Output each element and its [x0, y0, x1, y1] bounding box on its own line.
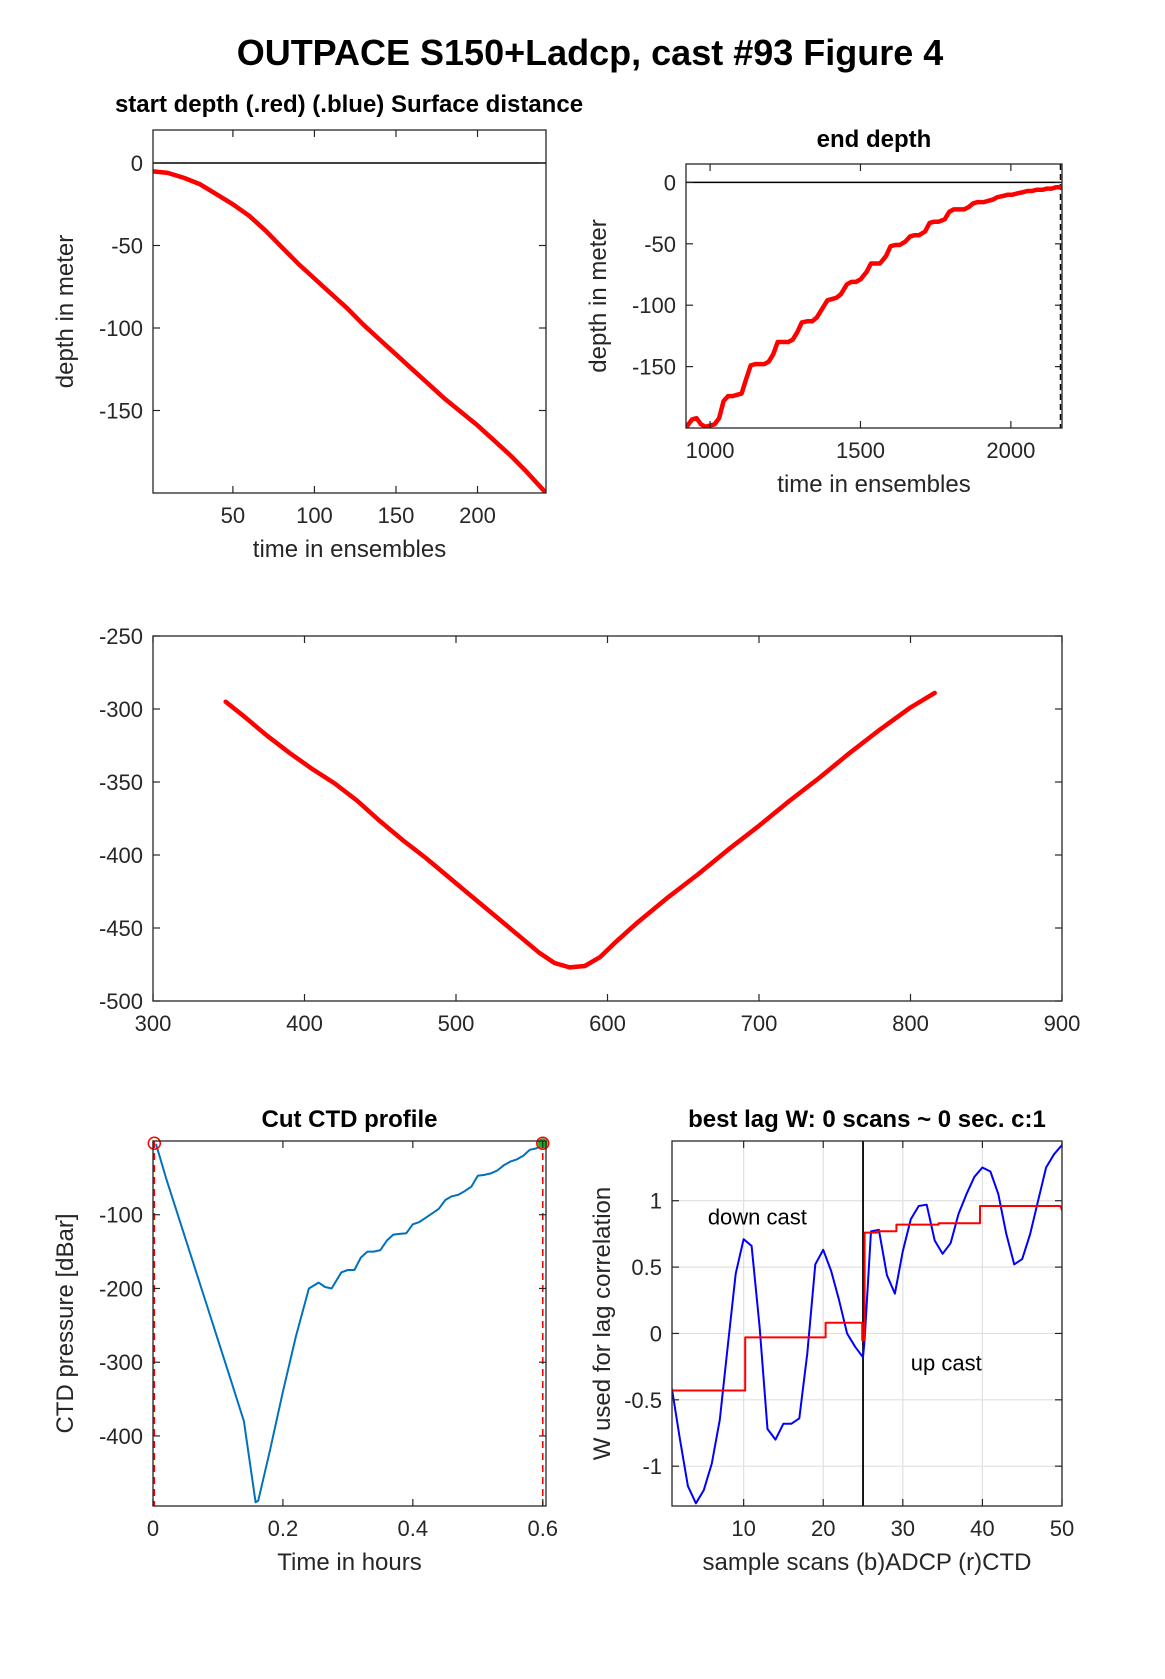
- y-tick-label: -400: [99, 1424, 143, 1449]
- x-tick-label: 700: [741, 1011, 778, 1036]
- x-tick-label: 400: [286, 1011, 323, 1036]
- y-tick-label: -200: [99, 1276, 143, 1301]
- plot-background: [153, 636, 1062, 1001]
- series-line-0: [223, 690, 937, 970]
- y-tick-label: 0: [650, 1321, 662, 1346]
- y-tick-label: -50: [111, 234, 143, 259]
- axes-box: [152, 129, 547, 494]
- x-tick-label: 500: [438, 1011, 475, 1036]
- y-tick-label: -0.5: [624, 1388, 662, 1413]
- axes-best-lag: 10 20 30 40 50 -1 -0.5 0 0.5 1 best lag W: 0 scans…: [589, 1106, 1074, 1576]
- x-tick-label: 0: [147, 1516, 159, 1541]
- plot-background: [686, 164, 1062, 428]
- y-axis-label: depth in meter: [52, 235, 79, 388]
- x-tick-label: 40: [970, 1516, 994, 1541]
- y-tick-label: -300: [99, 697, 143, 722]
- x-tick-label: 30: [891, 1516, 915, 1541]
- y-tick-label: -50: [644, 232, 676, 257]
- y-tick-label: -450: [99, 916, 143, 941]
- y-axis-label: CTD pressure [dBar]: [52, 1213, 79, 1433]
- cut-end-marker: [536, 1136, 550, 1150]
- x-tick-label: 50: [221, 503, 245, 528]
- x-tick-label: 50: [1050, 1516, 1074, 1541]
- y-tick-label: 1: [650, 1189, 662, 1214]
- axes-box: [671, 1140, 1063, 1507]
- plot-background: [153, 1141, 546, 1506]
- x-tick-label: 200: [459, 503, 496, 528]
- series-line-0: [686, 185, 1062, 428]
- axes-end-depth: 1000 1500 2000 0 -50 -100 -150 end depth time in…: [585, 126, 1063, 498]
- y-axis-label: depth in meter: [585, 219, 612, 372]
- annotation-label: up cast: [911, 1351, 982, 1376]
- x-axis-label: sample scans (b)ADCP (r)CTD: [703, 1549, 1032, 1576]
- series-line-0: [153, 169, 546, 493]
- plot-area: [686, 164, 1062, 428]
- x-tick-label: 10: [731, 1516, 755, 1541]
- axes-cut-ctd: 0 0.2 0.4 0.6 -100 -200 -300 -400 Cut CTD profil…: [52, 1106, 558, 1576]
- series-line-0: [155, 1143, 544, 1504]
- annotation-label: down cast: [708, 1205, 807, 1230]
- y-tick-label: -250: [99, 624, 143, 649]
- x-tick-label: 0.4: [398, 1516, 429, 1541]
- y-tick-label: -300: [99, 1350, 143, 1375]
- series-line-1: [672, 1205, 1062, 1392]
- x-tick-label: 1500: [836, 438, 885, 463]
- y-tick-label: 0: [664, 170, 676, 195]
- axes-title: best lag W: 0 scans ~ 0 sec. c:1: [688, 1106, 1046, 1133]
- x-tick-label: 150: [378, 503, 415, 528]
- x-tick-label: 0.6: [527, 1516, 558, 1541]
- y-tick-label: -100: [99, 316, 143, 341]
- x-axis-label: Time in hours: [277, 1549, 422, 1576]
- axes-title: start depth (.red) (.blue) Surface dista…: [115, 91, 583, 118]
- x-tick-label: 1000: [686, 438, 735, 463]
- y-tick-label: -100: [99, 1203, 143, 1228]
- x-tick-label: 600: [589, 1011, 626, 1036]
- y-tick-label: -1: [642, 1454, 662, 1479]
- axes-distance-profile: 300 400 500 600 700 800 900 -250 -300 -350 -400 -45…: [99, 624, 1080, 1036]
- y-tick-label: -150: [632, 355, 676, 380]
- plot-area: [153, 1141, 544, 1506]
- plot-area: [672, 1141, 1062, 1506]
- x-tick-label: 2000: [986, 438, 1035, 463]
- axes-start-depth: 50 100 150 200 0 -50 -100 -150 start depth (.red…: [52, 91, 583, 563]
- x-tick-label: 800: [892, 1011, 929, 1036]
- cut-start-marker: [147, 1136, 162, 1150]
- figure-title: OUTPACE S150+Ladcp, cast #93 Figure 4: [237, 32, 944, 73]
- x-axis-label: time in ensembles: [253, 536, 446, 563]
- axes-box: [152, 1140, 547, 1507]
- y-tick-label: -350: [99, 770, 143, 795]
- x-axis-label: time in ensembles: [777, 471, 970, 498]
- x-tick-label: 100: [296, 503, 333, 528]
- y-axis-label: W used for lag correlation: [589, 1187, 616, 1460]
- y-tick-label: -100: [632, 293, 676, 318]
- y-tick-label: -500: [99, 989, 143, 1014]
- axes-box: [685, 163, 1063, 429]
- x-tick-label: 0.2: [268, 1516, 299, 1541]
- y-tick-label: -150: [99, 399, 143, 424]
- y-tick-label: 0: [131, 151, 143, 176]
- x-tick-label: 900: [1044, 1011, 1081, 1036]
- x-tick-label: 300: [135, 1011, 172, 1036]
- x-tick-label: 20: [811, 1516, 835, 1541]
- y-tick-label: -400: [99, 843, 143, 868]
- plot-background: [672, 1141, 1062, 1506]
- plot-area: [153, 162, 546, 493]
- axes-title: end depth: [817, 126, 932, 153]
- plot-area: [223, 690, 937, 970]
- axes-title: Cut CTD profile: [262, 1106, 438, 1133]
- y-tick-label: 0.5: [631, 1255, 662, 1280]
